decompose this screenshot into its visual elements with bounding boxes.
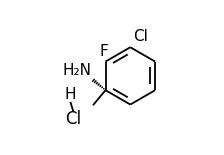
Text: Cl: Cl (65, 111, 81, 128)
Text: H₂N: H₂N (62, 63, 91, 78)
Text: Cl: Cl (133, 29, 148, 44)
Text: F: F (100, 44, 109, 59)
Text: H: H (65, 87, 76, 102)
